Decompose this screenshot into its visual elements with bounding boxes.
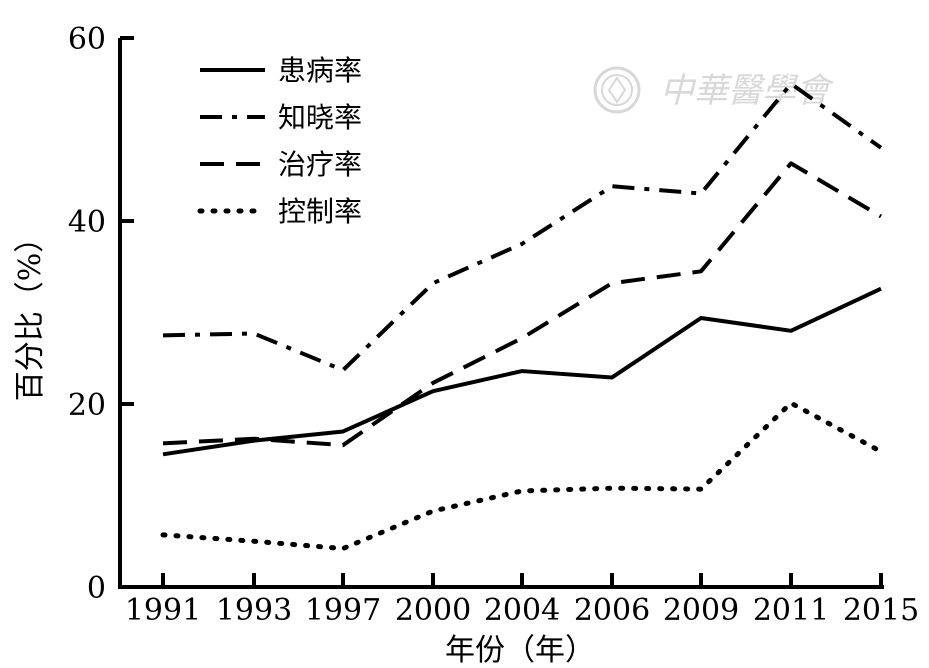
x-axis-label: 年份（年） bbox=[445, 633, 595, 668]
y-axis-label: 百分比（%） bbox=[13, 223, 48, 402]
x-tick-label: 2000 bbox=[395, 593, 471, 628]
x-tick-label: 1991 bbox=[125, 593, 201, 628]
series-layer bbox=[160, 81, 884, 552]
watermark-seal-icon bbox=[593, 66, 641, 114]
x-tick-label: 2006 bbox=[574, 593, 650, 628]
series-line-2 bbox=[162, 81, 883, 373]
series-line-3 bbox=[162, 161, 883, 448]
y-tick-label: 0 bbox=[87, 571, 106, 606]
y-tick-label: 20 bbox=[68, 388, 106, 423]
x-tick-label: 2009 bbox=[663, 593, 739, 628]
x-tick-label: 1997 bbox=[305, 593, 381, 628]
series-line-4 bbox=[160, 400, 884, 552]
watermark: 中華醫學會 bbox=[593, 66, 835, 114]
series-line-1 bbox=[162, 286, 882, 457]
watermark-text: 中華醫學會 bbox=[660, 71, 835, 111]
y-tick-label: 60 bbox=[68, 22, 106, 57]
legend-label-3: 治疗率 bbox=[278, 148, 362, 181]
axes: 0 20 40 60 1991 1993 1997 2000 2004 2006 2009 2011 2… bbox=[13, 22, 919, 668]
x-tick-label: 2015 bbox=[843, 593, 919, 628]
x-tick-label: 2004 bbox=[484, 593, 560, 628]
y-tick-label: 40 bbox=[68, 205, 106, 240]
legend-label-2: 知晓率 bbox=[278, 101, 362, 134]
x-tick-label: 2011 bbox=[753, 593, 829, 628]
legend-label-1: 患病率 bbox=[278, 54, 362, 87]
legend-label-4: 控制率 bbox=[278, 195, 362, 228]
x-tick-label: 1993 bbox=[216, 593, 292, 628]
